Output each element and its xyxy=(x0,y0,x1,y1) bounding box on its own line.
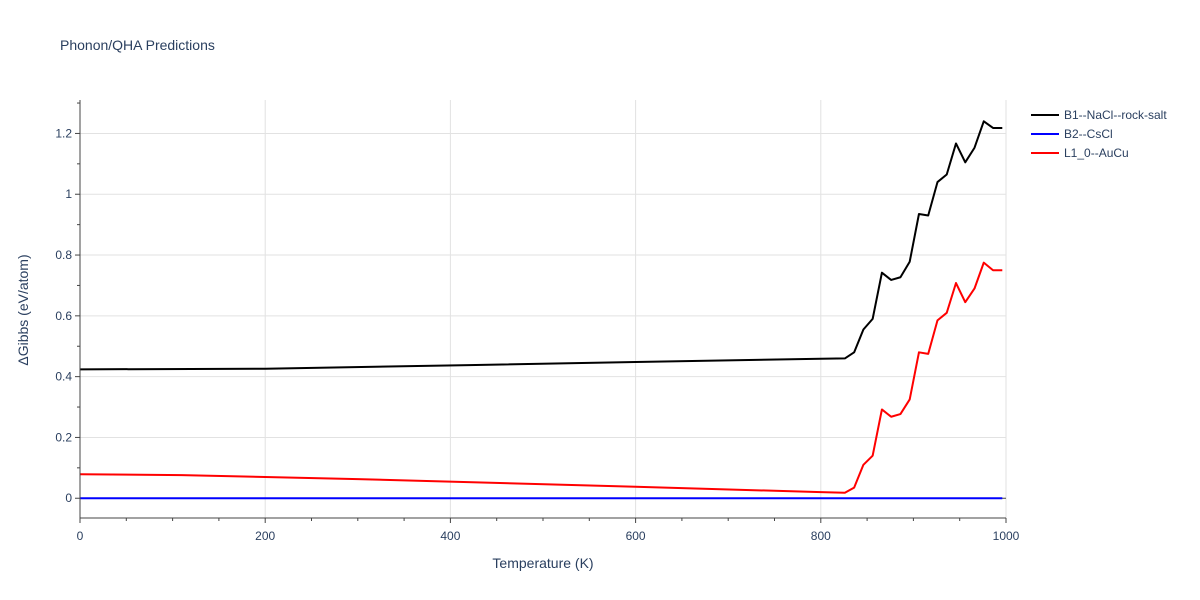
series-line-l1-0-aucu xyxy=(79,261,1003,494)
y-tick-label: 1.2 xyxy=(55,126,72,140)
x-tick-label: 1000 xyxy=(993,529,1020,543)
legend-label: L1_0--AuCu xyxy=(1064,146,1129,160)
grid xyxy=(80,100,1007,518)
series-line-b1-nacl-rock-salt xyxy=(79,120,1003,371)
legend-label: B1--NaCl--rock-salt xyxy=(1064,108,1167,122)
y-tick-label: 0.8 xyxy=(55,248,72,262)
y-tick-label: 0.2 xyxy=(55,430,72,444)
y-axis-title: ΔGibbs (eV/atom) xyxy=(15,254,31,365)
x-tick-label: 400 xyxy=(440,529,460,543)
x-tick-label: 600 xyxy=(626,529,646,543)
series-group xyxy=(79,120,1003,500)
legend: B1--NaCl--rock-salt B2--CsCl L1_0--AuCu xyxy=(1031,108,1167,160)
x-tick-label: 0 xyxy=(77,529,84,543)
tick-labels: 0 200 400 600 800 1000 0 0.2 0.4 0.6 0.8 1 1.2 xyxy=(55,126,1019,543)
y-tick-label: 0.4 xyxy=(55,370,72,384)
y-tick-label: 0.6 xyxy=(55,309,72,323)
y-tick-label: 0 xyxy=(65,491,72,505)
x-axis-title: Temperature (K) xyxy=(492,555,593,571)
x-tick-label: 800 xyxy=(811,529,831,543)
legend-label: B2--CsCl xyxy=(1064,127,1113,141)
x-tick-label: 200 xyxy=(255,529,275,543)
chart-title: Phonon/QHA Predictions xyxy=(60,37,215,53)
y-tick-label: 1 xyxy=(65,187,72,201)
axes xyxy=(75,100,1007,523)
